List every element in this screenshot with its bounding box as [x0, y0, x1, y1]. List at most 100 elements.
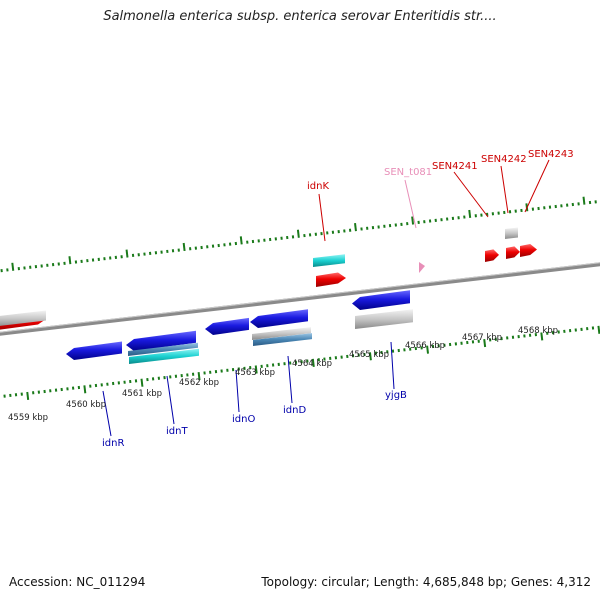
gene-label-sen4242[interactable]: SEN4242 — [481, 154, 527, 165]
scale-tick — [557, 330, 560, 334]
scale-tick — [506, 336, 509, 340]
gene-idnO[interactable] — [205, 317, 249, 335]
scale-tick — [86, 259, 89, 263]
scale-tick — [346, 354, 349, 359]
gene-idnD-gray[interactable] — [252, 327, 311, 340]
scale-tick — [14, 393, 18, 397]
gene-label-idnd[interactable]: idnD — [283, 405, 306, 416]
gene-label-idno[interactable]: idnO — [232, 414, 255, 425]
gene-idnK[interactable] — [316, 272, 346, 287]
scale-tick — [289, 361, 292, 365]
scale-tick — [137, 253, 140, 257]
gene-label-sen4243[interactable]: SEN4243 — [528, 149, 574, 160]
scale-tick — [106, 382, 109, 386]
scale-tick — [57, 262, 60, 266]
gene-SEN4243[interactable] — [520, 244, 537, 257]
scale-tick — [160, 250, 163, 254]
scale-tick — [60, 387, 63, 392]
scale-tick — [237, 367, 240, 371]
scale-tick — [177, 248, 180, 252]
scale-tick — [20, 392, 23, 396]
scale-tick — [354, 223, 357, 232]
scale-tick — [523, 334, 526, 338]
scale-tick — [414, 346, 418, 351]
scale-tick — [374, 351, 378, 355]
scale-tick — [0, 268, 3, 273]
scale-tick — [220, 369, 223, 373]
scale-ticks-forward — [0, 196, 597, 273]
scale-tick — [194, 246, 198, 250]
scale-tick — [180, 373, 183, 378]
scale-tick — [320, 231, 323, 236]
map-title: Salmonella enterica subsp. enterica sero… — [103, 9, 497, 24]
scale-tick — [566, 203, 569, 207]
gene-yjgB[interactable] — [352, 290, 410, 310]
scale-tick — [123, 380, 126, 384]
gene-SEN4242-gray[interactable] — [505, 227, 518, 239]
gene-label-yjgb[interactable]: yjgB — [385, 390, 407, 401]
scale-tick — [323, 357, 326, 361]
gene-idnR[interactable] — [66, 341, 122, 360]
scale-tick — [125, 249, 129, 258]
leader-lines — [102, 159, 550, 437]
scale-tick — [228, 242, 232, 246]
gene-label-idnt[interactable]: idnT — [166, 426, 188, 437]
scale-tick — [163, 375, 166, 380]
scale-tick — [186, 373, 189, 377]
gene-label-idnk[interactable]: idnK — [307, 181, 329, 192]
scale-tick — [517, 335, 520, 339]
scale-tick — [406, 222, 409, 226]
scale-tick — [171, 249, 175, 253]
gene-yjgB-gray[interactable] — [355, 309, 413, 329]
scale-tick — [317, 358, 320, 362]
gene-label-sen4241[interactable]: SEN4241 — [432, 161, 478, 172]
scale-tick — [40, 264, 43, 268]
scale-tick — [468, 209, 472, 219]
scale-tick — [377, 225, 380, 229]
gene-label-idnr[interactable]: idnR — [102, 438, 124, 449]
trna-SEN_t081[interactable] — [419, 262, 425, 273]
scale-tick — [366, 226, 369, 230]
scale-tick — [296, 229, 300, 238]
scale-label: 4567 kbp — [462, 333, 502, 343]
gene-idnT[interactable] — [126, 330, 196, 351]
scale-tick — [331, 230, 335, 234]
scale-tick — [68, 256, 72, 265]
scale-tick — [531, 207, 535, 211]
scale-tick — [480, 213, 483, 217]
scale-tick — [534, 333, 538, 337]
scale-label: 4563 kbp — [235, 368, 275, 378]
gene-idnD[interactable] — [250, 309, 308, 328]
scale-tick — [360, 227, 363, 231]
scale-tick — [574, 328, 577, 332]
scale-tick — [500, 336, 503, 341]
gene-SEN4242[interactable] — [506, 246, 520, 259]
scale-tick — [83, 385, 87, 394]
gene-idnT-cyan[interactable] — [129, 348, 199, 364]
scale-tick — [582, 196, 586, 205]
gene-idnK-cyan[interactable] — [313, 254, 345, 267]
gene-forward-gray[interactable] — [0, 310, 46, 327]
scale-tick — [266, 364, 269, 368]
scale-tick — [209, 370, 212, 374]
scale-tick — [551, 331, 555, 335]
scale-tick — [543, 206, 546, 210]
scale-tick — [120, 255, 123, 259]
scale-tick — [400, 222, 403, 226]
scale-tick — [263, 238, 266, 242]
scale-tick — [546, 331, 549, 335]
scale-tick — [203, 371, 206, 375]
gene-label-sen_t081[interactable]: SEN_t081 — [384, 167, 432, 178]
scale-label: 4564 kbp — [292, 359, 332, 369]
gene-SEN4241[interactable] — [485, 249, 499, 262]
gene-idnT-steel[interactable] — [128, 342, 198, 356]
scale-tick — [280, 236, 283, 240]
scale-tick — [488, 338, 492, 342]
scale-tick — [231, 368, 235, 372]
gene-idnD-steel[interactable] — [253, 333, 312, 346]
scale-tick — [440, 218, 443, 222]
scale-tick — [257, 239, 260, 243]
scale-tick — [474, 214, 477, 218]
scale-tick — [511, 335, 515, 339]
